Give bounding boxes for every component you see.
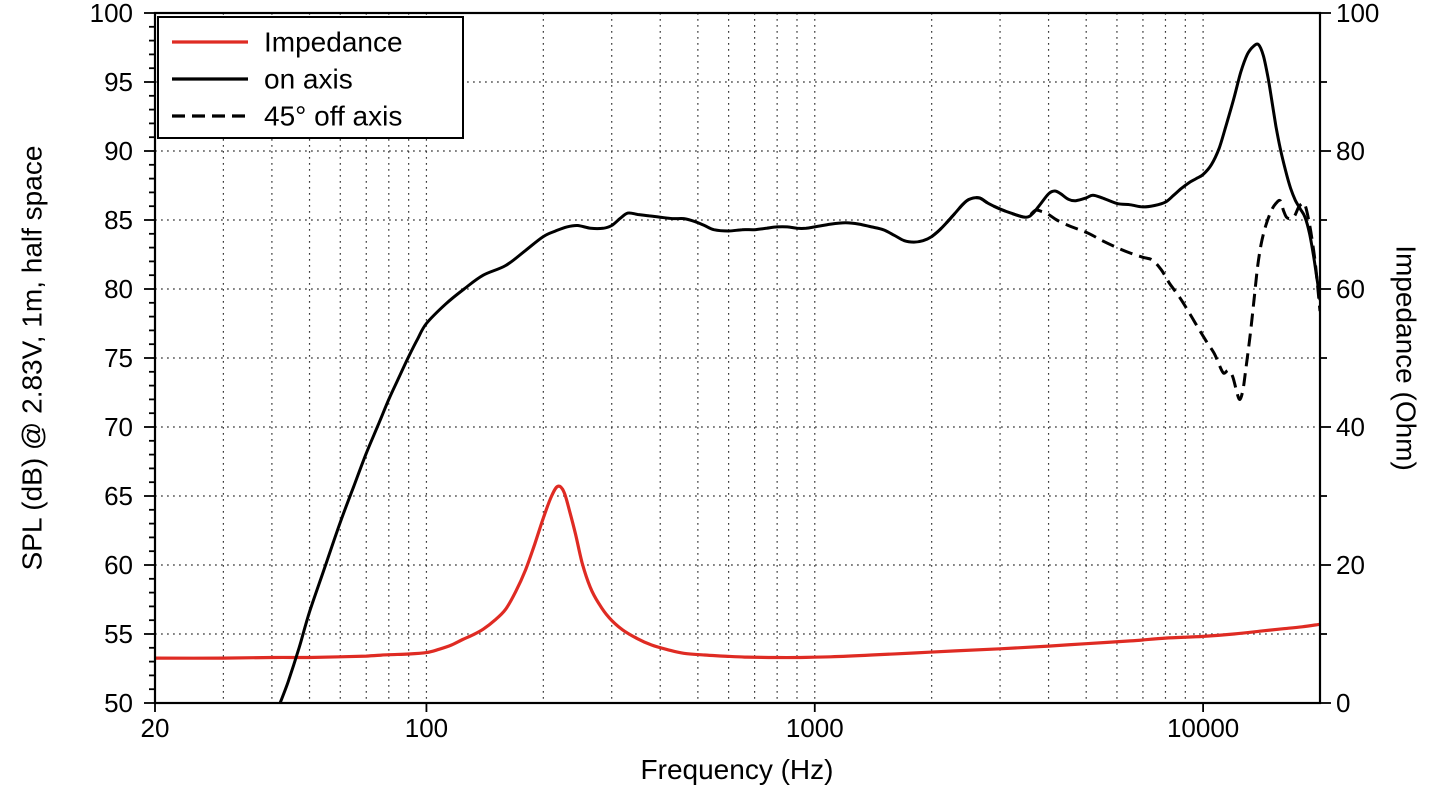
- x-tick-label: 20: [141, 713, 170, 743]
- y-left-tick-label: 80: [104, 274, 133, 304]
- legend-label-on-axis: on axis: [264, 64, 353, 95]
- y-left-tick-label: 85: [104, 205, 133, 235]
- y-right-tick-label: 80: [1336, 136, 1365, 166]
- y-right-tick-label: 40: [1336, 412, 1365, 442]
- y-left-tick-label: 95: [104, 67, 133, 97]
- y-left-tick-label: 75: [104, 343, 133, 373]
- y-right-tick-label: 60: [1336, 274, 1365, 304]
- tick-labels: 100 95 90 85 80 75 70 65 60 55 50 100 80 60 40 20 0 20 100…: [90, 0, 1380, 743]
- impedance-curve: [155, 484, 1320, 660]
- y-right-tick-label: 100: [1336, 0, 1379, 28]
- on-axis-curve: [278, 42, 1320, 703]
- y-right-tick-label: 20: [1336, 550, 1365, 580]
- y-left-tick-label: 90: [104, 136, 133, 166]
- y-left-tick-label: 65: [104, 481, 133, 511]
- y-left-tick-label: 50: [104, 688, 133, 718]
- curves: [155, 42, 1320, 703]
- legend: Impedance on axis 45° off axis: [157, 16, 464, 139]
- x-tick-label: 1000: [786, 713, 844, 743]
- plot-frame: [153, 11, 1322, 705]
- off-axis-curve: [930, 196, 1320, 401]
- y-left-tick-label: 100: [90, 0, 133, 28]
- legend-label-off-axis: 45° off axis: [264, 101, 402, 132]
- axis-ticks: [144, 12, 1331, 712]
- y-left-tick-label: 60: [104, 550, 133, 580]
- x-tick-label: 10000: [1167, 713, 1239, 743]
- x-axis-title: Frequency (Hz): [641, 754, 834, 785]
- y-left-tick-label: 55: [104, 619, 133, 649]
- y-left-axis-title: SPL (dB) @ 2.83V, 1m, half space: [17, 146, 48, 571]
- y-left-tick-label: 70: [104, 412, 133, 442]
- y-right-axis-title: Impedance (Ohm): [1391, 245, 1422, 471]
- x-tick-label: 100: [405, 713, 448, 743]
- legend-label-impedance: Impedance: [264, 27, 403, 58]
- y-right-tick-label: 0: [1336, 688, 1350, 718]
